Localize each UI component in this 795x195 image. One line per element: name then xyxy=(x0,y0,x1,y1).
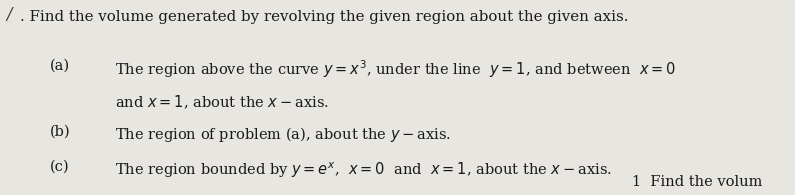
Text: 1  Find the volum: 1 Find the volum xyxy=(632,175,762,189)
Text: The region of problem (a), about the $y-$axis.: The region of problem (a), about the $y-… xyxy=(115,125,452,144)
Text: (a): (a) xyxy=(50,58,70,73)
Text: The region bounded by $y=e^x$,  $x=0$  and  $x=1$, about the $x-$axis.: The region bounded by $y=e^x$, $x=0$ and… xyxy=(115,160,612,180)
Text: (c): (c) xyxy=(50,160,70,174)
Text: The region above the curve $y=x^3$, under the line  $y=1$, and between  $x=0$: The region above the curve $y=x^3$, unde… xyxy=(115,58,677,80)
Text: and $x=1$, about the $x-$axis.: and $x=1$, about the $x-$axis. xyxy=(115,94,329,111)
Text: (b): (b) xyxy=(50,125,71,139)
Text: /: / xyxy=(6,6,12,23)
Text: . Find the volume generated by revolving the given region about the given axis.: . Find the volume generated by revolving… xyxy=(20,10,628,24)
